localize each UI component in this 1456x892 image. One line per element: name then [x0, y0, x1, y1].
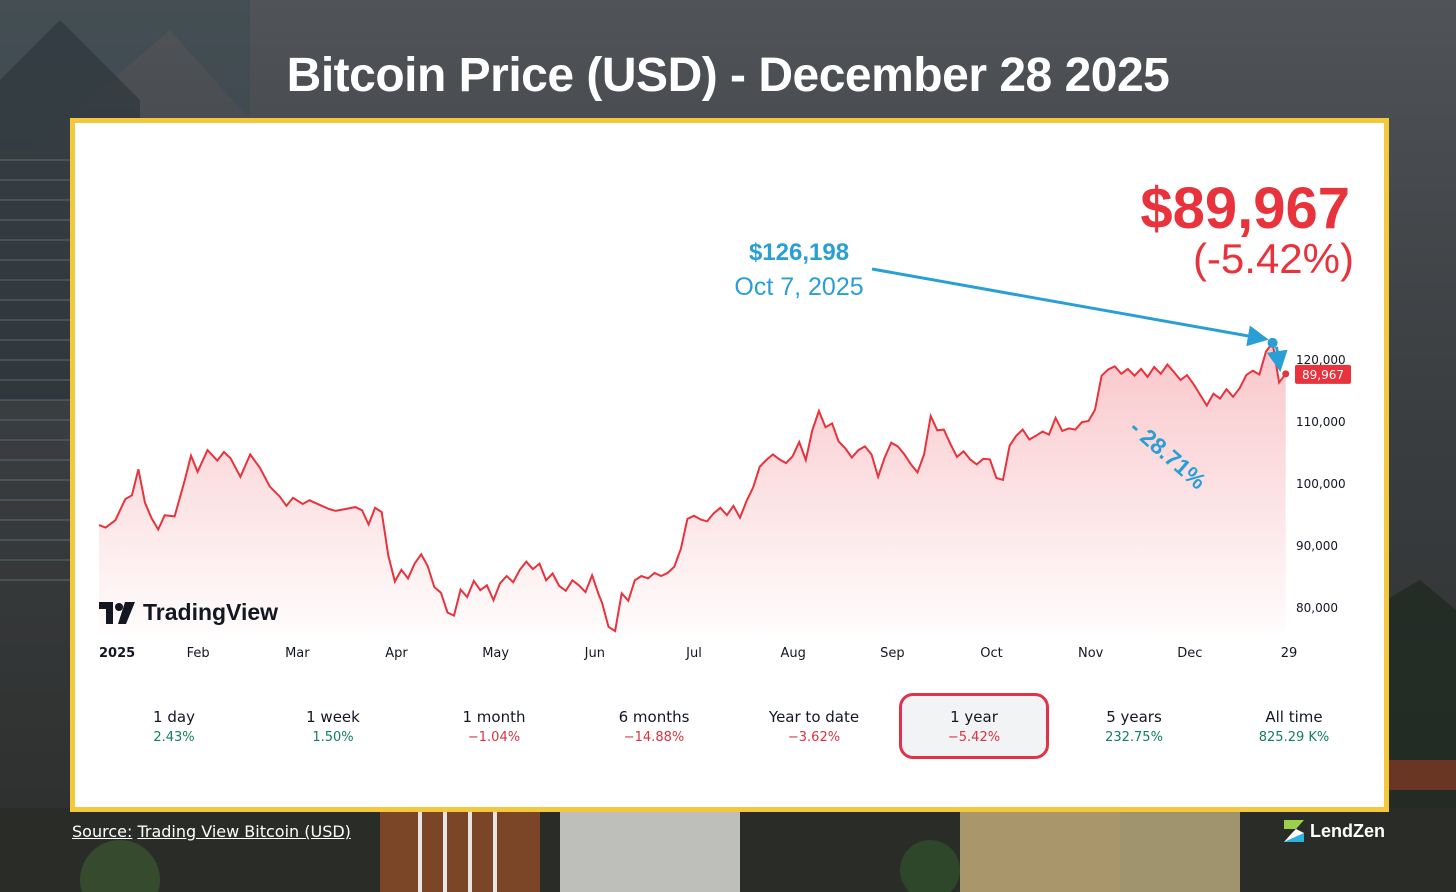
period-all-time[interactable]: All time 825.29 K% — [1219, 693, 1369, 759]
current-price: $89,967 — [1140, 176, 1350, 241]
period-change: 232.75% — [1105, 730, 1163, 745]
x-tick-label: Jun — [584, 646, 605, 661]
period-6-months[interactable]: 6 months −14.88% — [579, 693, 729, 759]
x-tick-label: Jul — [685, 646, 702, 661]
period-1-week[interactable]: 1 week 1.50% — [258, 693, 408, 759]
period-change: 825.29 K% — [1258, 730, 1330, 745]
period-1-year[interactable]: 1 year −5.42% — [899, 693, 1049, 759]
period-change: −5.42% — [947, 730, 1001, 745]
last-price-tag: 89,967 — [1295, 364, 1351, 384]
y-axis: 80,000 90,000 100,000 110,000 120,000 — [1296, 353, 1346, 615]
y-tick-label: 90,000 — [1296, 539, 1338, 553]
x-tick-label: Apr — [385, 646, 408, 661]
price-area-fill — [99, 342, 1286, 633]
period-label: 6 months — [618, 708, 690, 726]
peak-arrow — [871, 267, 1269, 347]
price-chart[interactable]: 80,000 90,000 100,000 110,000 120,000 2025 Fe… — [75, 123, 1384, 807]
source-note: Source: Trading View Bitcoin (USD) — [72, 822, 351, 841]
last-price-marker — [1282, 370, 1290, 378]
x-tick-label: May — [482, 646, 509, 661]
period-selector: 1 day 2.43% 1 week 1.50% 1 month −1.04% 6 mont… — [75, 693, 1384, 763]
period-1-day[interactable]: 1 day 2.43% — [99, 693, 249, 759]
y-tick-label: 100,000 — [1296, 477, 1346, 491]
price-line — [98, 340, 1287, 633]
x-tick-label: Aug — [780, 646, 805, 661]
y-tick-label: 80,000 — [1296, 601, 1338, 615]
x-tick-label: Sep — [880, 646, 905, 661]
period-change: 2.43% — [153, 730, 195, 745]
peak-marker — [1267, 337, 1278, 348]
x-tick-label: 29 — [1281, 646, 1298, 661]
period-year-to-date[interactable]: Year to date −3.62% — [739, 693, 889, 759]
current-change: (-5.42%) — [1192, 235, 1354, 282]
period-1-month[interactable]: 1 month −1.04% — [419, 693, 569, 759]
x-tick-label: Oct — [980, 646, 1002, 661]
y-tick-label: 120,000 — [1296, 353, 1346, 367]
period-change: −3.62% — [787, 730, 841, 745]
chart-card: 80,000 90,000 100,000 110,000 120,000 2025 Fe… — [70, 118, 1389, 812]
y-tick-label: 110,000 — [1296, 415, 1346, 429]
lendzen-wordmark: LendZen — [1310, 820, 1385, 841]
tradingview-icon — [99, 601, 135, 624]
page-title: Bitcoin Price (USD) - December 28 2025 — [286, 49, 1170, 102]
period-label: 1 year — [950, 708, 998, 726]
period-label: 1 month — [462, 708, 526, 726]
source-link[interactable]: Trading View Bitcoin (USD) — [137, 822, 351, 841]
peak-date: Oct 7, 2025 — [734, 273, 864, 301]
drop-trend-line — [1266, 346, 1288, 372]
x-axis: 2025 Feb Mar Apr May Jun Jul Aug Sep Oct Nov Dec 29 — [99, 646, 1297, 661]
x-tick-label: Nov — [1078, 646, 1104, 661]
period-label: 1 week — [306, 708, 360, 726]
period-5-years[interactable]: 5 years 232.75% — [1059, 693, 1209, 759]
period-label: 1 day — [153, 708, 195, 726]
period-label: 5 years — [1106, 708, 1162, 726]
lendzen-logo: LendZen — [1284, 820, 1385, 842]
source-prefix: Source: — [72, 822, 133, 841]
tradingview-wordmark: TradingView — [143, 599, 279, 625]
lendzen-icon — [1284, 820, 1304, 842]
period-label: All time — [1265, 708, 1323, 726]
x-tick-label: Feb — [187, 646, 210, 661]
period-change: −1.04% — [467, 730, 521, 745]
peak-value: $126,198 — [748, 239, 850, 266]
period-change: −14.88% — [623, 730, 685, 745]
x-tick-label: Mar — [285, 646, 310, 661]
x-tick-label: Dec — [1177, 646, 1202, 661]
period-change: 1.50% — [312, 730, 354, 745]
tradingview-logo: TradingView — [99, 599, 278, 626]
period-label: Year to date — [768, 708, 860, 726]
last-price-tag-text: 89,967 — [1302, 368, 1344, 382]
x-tick-label: 2025 — [99, 646, 135, 661]
